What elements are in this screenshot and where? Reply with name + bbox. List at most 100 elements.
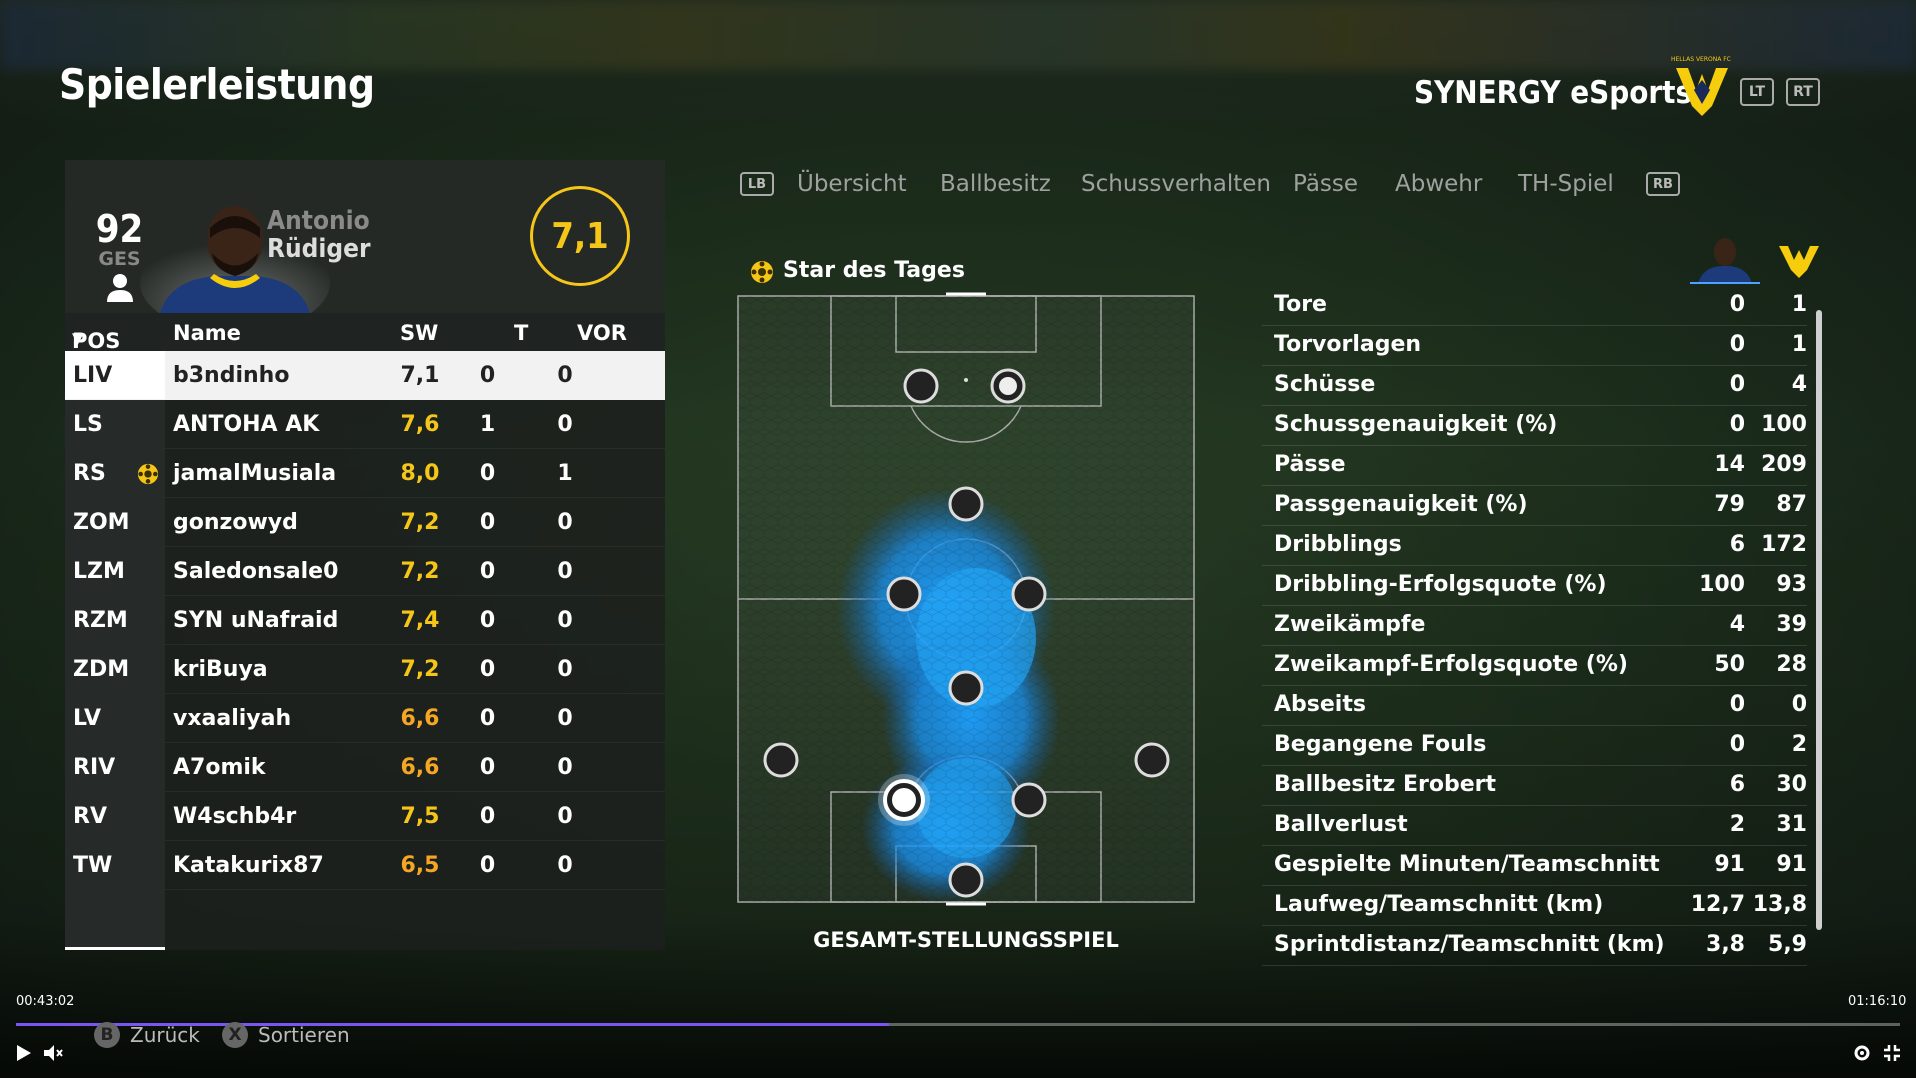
player-avatar-icon: [1690, 238, 1760, 284]
row-position-cell: LIV: [65, 351, 165, 399]
column-vor[interactable]: VOR: [577, 321, 627, 345]
column-t[interactable]: T: [514, 321, 529, 345]
row-rating: 6,5: [400, 853, 440, 878]
column-name[interactable]: Name: [173, 321, 241, 345]
stat-player-value: 79: [1714, 492, 1745, 517]
table-row[interactable]: RZM SYN uNafraid 7,4 0 0: [65, 596, 665, 645]
position-heatmap-pitch: [737, 292, 1195, 906]
column-sw[interactable]: SW: [400, 321, 439, 345]
table-row[interactable]: ZOM gonzowyd 7,2 0 0: [65, 498, 665, 547]
row-rating: 7,2: [400, 559, 440, 584]
stat-row: Abseits 0 0: [1262, 686, 1807, 726]
row-position-cell: RZM: [65, 596, 165, 644]
row-rating: 7,2: [400, 657, 440, 682]
row-position: RS: [73, 461, 106, 486]
settings-gear-icon[interactable]: [1851, 1042, 1873, 1064]
row-position: RIV: [73, 755, 116, 780]
table-row[interactable]: RIV A7omik 6,6 0 0: [65, 743, 665, 792]
stat-row: Pässe 14 209: [1262, 446, 1807, 486]
rt-button[interactable]: RT: [1786, 78, 1820, 106]
team-name: SYNERGY eSports: [1414, 75, 1693, 111]
pitch-caption: GESAMT-STELLUNGSSPIEL: [813, 928, 1119, 952]
player-table-rows: LIV b3ndinho 7,1 0 0 LS ANTOHA AK 7,6 1 0 RS jamalM…: [65, 351, 665, 890]
crest-caption: HELLAS VERONA FC: [1671, 56, 1731, 63]
tab-passe[interactable]: Pässe: [1293, 171, 1359, 197]
stat-row: Schussgenauigkeit (%) 0 100: [1262, 406, 1807, 446]
person-icon: [107, 274, 133, 302]
stat-player-value: 3,8: [1706, 932, 1745, 957]
row-position-cell: LZM: [65, 547, 165, 595]
row-position: ZOM: [73, 510, 130, 535]
stat-row: Torvorlagen 0 1: [1262, 326, 1807, 366]
sort-label: Sortieren: [258, 1023, 350, 1047]
mute-icon[interactable]: [42, 1042, 64, 1064]
lt-button[interactable]: LT: [1740, 78, 1774, 106]
fullscreen-exit-icon[interactable]: [1881, 1042, 1903, 1064]
row-assists: 1: [557, 461, 573, 486]
row-position-cell: LS: [65, 400, 165, 448]
lb-button[interactable]: LB: [740, 172, 774, 196]
stat-player-value: 6: [1729, 532, 1745, 557]
stat-row: Gespielte Minuten/Teamschnitt 91 91: [1262, 846, 1807, 886]
stat-player-value: 50: [1714, 652, 1745, 677]
back-hint[interactable]: B Zurück: [94, 1022, 200, 1048]
stat-team-value: 2: [1791, 732, 1807, 757]
table-header: POS ▼ Name SW T VOR: [65, 313, 665, 353]
row-rating: 7,1: [400, 363, 440, 388]
table-row[interactable]: ZDM kriBuya 7,2 0 0: [65, 645, 665, 694]
table-row[interactable]: RV W4schb4r 7,5 0 0: [65, 792, 665, 841]
play-icon[interactable]: [12, 1042, 34, 1064]
stat-label: Schussgenauigkeit (%): [1274, 412, 1558, 437]
stat-team-value: 13,8: [1752, 892, 1807, 917]
tab-abwehr[interactable]: Abwehr: [1395, 171, 1483, 197]
table-row[interactable]: LS ANTOHA AK 7,6 1 0: [65, 400, 665, 449]
tab-ballbesitz[interactable]: Ballbesitz: [940, 171, 1051, 197]
table-row[interactable]: TW Katakurix87 6,5 0 0: [65, 841, 665, 890]
table-row[interactable]: LV vxaaliyah 6,6 0 0: [65, 694, 665, 743]
stat-team-value: 28: [1776, 652, 1807, 677]
stat-player-value: 0: [1729, 692, 1745, 717]
stat-label: Ballverlust: [1274, 812, 1408, 837]
stat-row: Schüsse 0 4: [1262, 366, 1807, 406]
table-row[interactable]: RS jamalMusiala 8,0 0 1: [65, 449, 665, 498]
rb-button[interactable]: RB: [1646, 172, 1680, 196]
stat-label: Dribblings: [1274, 532, 1402, 557]
match-rating-value: 7,1: [551, 215, 609, 257]
table-empty-row: [65, 882, 165, 950]
current-time: 00:43:02: [16, 994, 75, 1009]
stat-label: Schüsse: [1274, 372, 1376, 397]
row-player-name: kriBuya: [173, 657, 268, 682]
stat-label: Sprintdistanz/Teamschnitt (km): [1274, 932, 1665, 957]
stat-team-value: 91: [1776, 852, 1807, 877]
row-player-name: gonzowyd: [173, 510, 298, 535]
table-row[interactable]: LZM Saledonsale0 7,2 0 0: [65, 547, 665, 596]
stat-label: Dribbling-Erfolgsquote (%): [1274, 572, 1607, 597]
stat-label: Torvorlagen: [1274, 332, 1422, 357]
b-button-icon: B: [94, 1022, 120, 1048]
stat-team-value: 93: [1776, 572, 1807, 597]
video-progress-bar[interactable]: [16, 1023, 1900, 1026]
tab-schussverhalten[interactable]: Schussverhalten: [1081, 171, 1271, 197]
row-goals: 0: [479, 461, 496, 486]
stat-label: Zweikämpfe: [1274, 612, 1426, 637]
row-player-name: ANTOHA AK: [173, 412, 320, 437]
row-position: RZM: [73, 608, 128, 633]
player-last-name: Rüdiger: [267, 234, 371, 264]
overall-rating: 92: [95, 207, 144, 251]
stats-scrollbar[interactable]: [1816, 310, 1822, 930]
stat-label: Tore: [1274, 292, 1327, 317]
sort-hint[interactable]: X Sortieren: [222, 1022, 350, 1048]
row-assists: 0: [557, 559, 573, 584]
row-goals: 0: [479, 853, 496, 878]
stadium-background: [0, 0, 1916, 70]
row-rating: 6,6: [400, 706, 440, 731]
row-assists: 0: [557, 657, 573, 682]
stat-label: Abseits: [1274, 692, 1366, 717]
row-assists: 0: [557, 706, 573, 731]
row-rating: 7,4: [400, 608, 440, 633]
stat-label: Ballbesitz Erobert: [1274, 772, 1497, 797]
tab-ubersicht[interactable]: Übersicht: [797, 171, 907, 197]
table-row[interactable]: LIV b3ndinho 7,1 0 0: [65, 351, 665, 400]
row-goals: 0: [479, 559, 496, 584]
tab-th-spiel[interactable]: TH-Spiel: [1518, 171, 1614, 197]
